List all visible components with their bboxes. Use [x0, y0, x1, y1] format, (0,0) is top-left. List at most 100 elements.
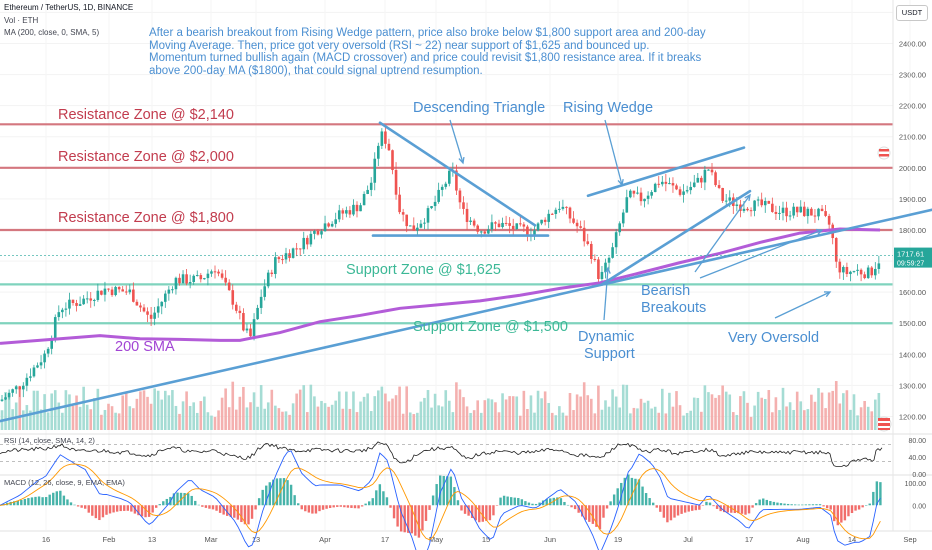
candle-body [302, 237, 306, 250]
volume-bar [103, 409, 107, 430]
volume-bar [465, 406, 469, 430]
volume-bar [100, 414, 103, 430]
candle-body [870, 267, 874, 276]
candle-body [11, 389, 14, 393]
macd-signal-line [0, 463, 881, 541]
volume-bar [593, 413, 597, 430]
volume-legend[interactable]: Vol · ETH [4, 16, 39, 25]
macd-histogram-bar [449, 476, 453, 506]
candle-body [32, 367, 36, 377]
macd-histogram-bar [524, 501, 527, 506]
macd-histogram-bar [151, 505, 154, 513]
macd-histogram-bar [140, 505, 144, 517]
symbol-legend[interactable]: Ethereum / TetherUS, 1D, BINANCE [4, 3, 134, 12]
arrow-bearish-breakout-lower [699, 229, 823, 279]
volume-bar [700, 411, 703, 430]
volume-bar [128, 406, 132, 430]
time-tick-label: Jun [544, 535, 556, 544]
volume-bar [685, 412, 689, 430]
macd-histogram-bar [407, 505, 410, 533]
candle-body [813, 215, 817, 217]
macd-histogram-bar [879, 482, 882, 506]
volume-bar [298, 389, 302, 430]
macd-histogram-bar [584, 505, 587, 520]
currency-badge[interactable]: USDT [896, 5, 928, 21]
time-tick-label: 13 [252, 535, 260, 544]
volume-bar [61, 412, 64, 430]
macd-histogram-bar [818, 504, 822, 506]
volume-bar [352, 391, 355, 430]
volume-bar [309, 384, 313, 430]
volume-bar [653, 406, 657, 430]
volume-bar [785, 406, 788, 430]
macd-histogram-bar [417, 505, 421, 538]
macd-histogram-bar [659, 505, 662, 512]
candle-body [671, 183, 675, 186]
candle-body [29, 376, 32, 378]
macd-histogram-bar [673, 505, 676, 518]
volume-bar [621, 384, 625, 430]
volume-bar [479, 412, 483, 430]
candle-body [206, 273, 210, 279]
volume-bar [380, 386, 384, 430]
ma-legend[interactable]: MA (200, close, 0, SMA, 5) [4, 28, 100, 37]
candle-body [710, 169, 714, 173]
macd-histogram-bar [616, 488, 619, 506]
candle-body [590, 243, 593, 260]
volume-bar [75, 395, 78, 430]
macd-histogram-bar [59, 490, 62, 506]
candle-body [121, 289, 124, 292]
volume-bar [788, 402, 792, 430]
time-tick-label: May [429, 535, 443, 544]
candle-body [174, 277, 178, 290]
volume-bar [472, 410, 476, 430]
volume-bar [139, 391, 142, 430]
candle-body [497, 223, 501, 228]
volume-bar [849, 409, 852, 430]
volume-bar [132, 408, 135, 430]
volume-bar [753, 405, 756, 430]
volume-bar [487, 398, 490, 430]
macd-histogram-bar [460, 505, 463, 511]
candle-body [188, 282, 192, 284]
macd-histogram-bar [311, 505, 314, 514]
volume-bar [242, 386, 245, 430]
macd-histogram-bar [208, 505, 211, 509]
volume-bar [124, 391, 128, 430]
volume-bar [568, 393, 572, 430]
price-tick-label: 1300.00 [899, 381, 926, 390]
candle-body [508, 223, 511, 226]
price-tick-label: 1400.00 [899, 350, 926, 359]
volume-bar [874, 399, 877, 430]
candle-body [387, 143, 391, 151]
macd-histogram-bar [183, 493, 186, 506]
candle-body [64, 308, 68, 310]
macd-histogram-bar [147, 505, 151, 517]
candle-body [100, 290, 103, 295]
volume-bar [110, 406, 114, 430]
candle-body [526, 226, 529, 235]
candle-body [618, 223, 621, 233]
macd-histogram-bar [854, 505, 857, 511]
candle-body [337, 210, 341, 220]
candle-body [96, 290, 100, 300]
candle-body [227, 282, 231, 291]
macd-histogram-bar [808, 504, 811, 506]
candle-body [643, 198, 646, 202]
candle-body [345, 210, 348, 214]
candle-body [753, 200, 756, 211]
candle-body [291, 248, 295, 258]
volume-bar [245, 407, 249, 430]
candle-body [384, 131, 387, 144]
volume-bar [437, 405, 440, 430]
volume-bar [330, 404, 334, 430]
volume-bar [739, 396, 742, 430]
candle-body [632, 190, 636, 194]
volume-bar [529, 395, 533, 430]
volume-bar [188, 406, 192, 430]
flag-icon-top [877, 146, 891, 160]
volume-bar [227, 407, 231, 430]
price-tick-label: 2100.00 [899, 133, 926, 142]
